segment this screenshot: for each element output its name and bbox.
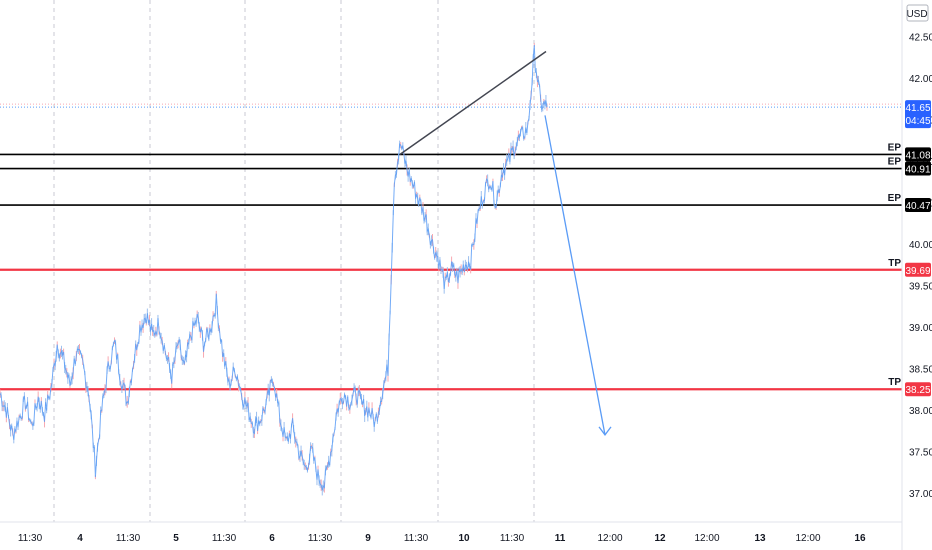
level-label-tp: TP <box>888 377 901 388</box>
level-label-ep: EP <box>888 157 902 168</box>
x-tick-label: 11:30 <box>212 533 237 544</box>
level-badge <box>905 382 931 397</box>
y-tick-label: 40.00 <box>909 240 932 251</box>
x-tick-label: 11 <box>555 533 566 544</box>
level-badge-value: 41.08 <box>905 150 930 161</box>
x-tick-label: 12:00 <box>795 533 820 544</box>
price-axis: USD42.5042.0041.5041.0040.5040.0039.5039… <box>901 0 932 550</box>
x-tick-label: 12:00 <box>694 533 719 544</box>
level-badge-value: 38.25 <box>905 385 930 396</box>
x-tick-label: 11:30 <box>116 533 141 544</box>
level-badge <box>905 198 931 213</box>
level-badge <box>905 262 931 277</box>
y-tick-label: 42.00 <box>909 74 932 85</box>
y-tick-label: 37.50 <box>909 447 932 458</box>
level-label-tp: TP <box>888 258 901 269</box>
level-badge-value: 40.91 <box>905 165 930 176</box>
grid <box>53 0 535 522</box>
level-badge <box>905 147 931 162</box>
x-tick-label: 11:30 <box>308 533 333 544</box>
drawings <box>399 50 612 436</box>
x-tick-label: 11:30 <box>404 533 429 544</box>
y-tick-label: 42.50 <box>909 33 932 44</box>
y-tick-label: 38.00 <box>909 406 932 417</box>
bar-countdown: 04:45 <box>905 116 930 127</box>
x-tick-label: 12:00 <box>597 533 622 544</box>
price-line <box>0 44 548 491</box>
y-tick-label: 39.50 <box>909 282 932 293</box>
currency-box <box>906 4 929 22</box>
y-tick-label: 37.00 <box>909 489 932 500</box>
trendline <box>399 50 547 156</box>
x-tick-label: 11:30 <box>500 533 525 544</box>
x-tick-label: 16 <box>854 533 866 544</box>
price-level-lines: EP EP EP TP TP <box>0 103 902 391</box>
x-tick-label: 5 <box>173 533 179 544</box>
y-tick-label: 38.50 <box>909 364 932 375</box>
x-tick-label: 9 <box>365 533 371 544</box>
projection-arrowhead <box>598 426 612 436</box>
x-tick-label: 12 <box>654 533 666 544</box>
y-tick-label: 39.00 <box>909 323 932 334</box>
level-badge-value: 39.69 <box>905 266 930 277</box>
time-axis: 11:30 4 11:30 5 11:30 6 11:30 9 11:30 10 11:30 11 12… <box>0 521 902 544</box>
x-tick-label: 10 <box>458 533 470 544</box>
current-price-badge <box>905 100 931 129</box>
currency-label: USD <box>906 9 927 20</box>
level-badge <box>905 161 931 176</box>
projection-arrow <box>544 115 606 436</box>
level-badge-value: 40.47 <box>905 201 930 212</box>
x-tick-label: 11:30 <box>18 533 43 544</box>
price-series <box>0 42 548 496</box>
current-price-value: 41.65 <box>905 103 930 114</box>
level-label-ep: EP <box>888 193 902 204</box>
x-tick-label: 6 <box>269 533 275 544</box>
x-tick-label: 13 <box>754 533 766 544</box>
x-tick-label: 4 <box>77 533 83 544</box>
level-label-ep: EP <box>888 142 902 153</box>
